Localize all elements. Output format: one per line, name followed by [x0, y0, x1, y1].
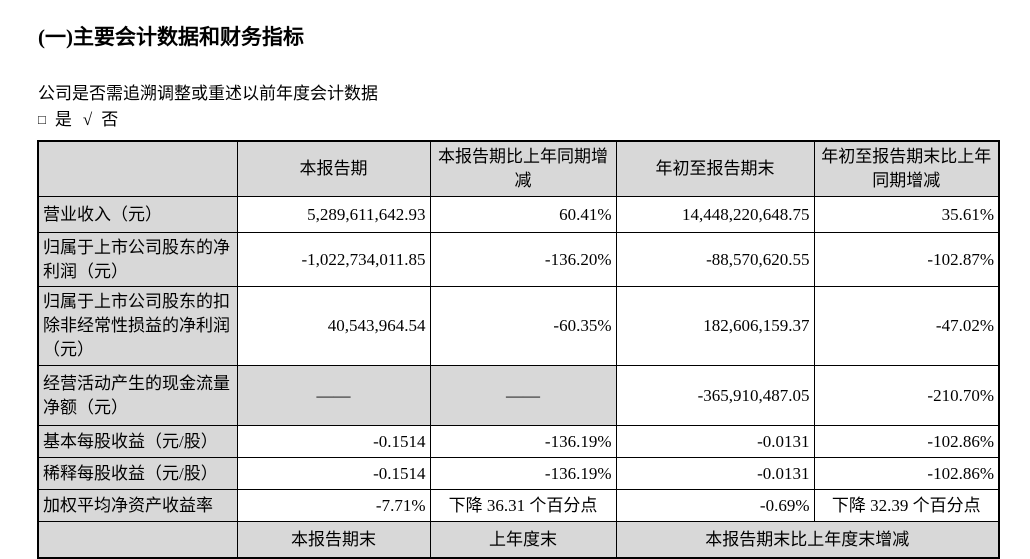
- cell-value: 14,448,220,648.75: [615, 196, 815, 233]
- row-net-profit-excl-nonrecurring: 归属于上市公司股东的扣除非经常性损益的净利润（元） 40,543,964.54 …: [37, 286, 1000, 366]
- footer-cell-blank: [37, 521, 238, 559]
- cell-value: -136.20%: [429, 232, 617, 287]
- check-icon: √: [82, 110, 93, 129]
- footer-cell-change-vs-prior-year-end: 本报告期末比上年度末增减: [615, 521, 1000, 559]
- row-operating-cash-flow: 经营活动产生的现金流量净额（元） —— —— -365,910,487.05 -…: [37, 365, 1000, 426]
- row-label: 加权平均净资产收益率: [37, 489, 238, 522]
- cell-value: 下降 32.39 个百分点: [813, 489, 1000, 522]
- cell-value: -136.19%: [429, 425, 617, 458]
- cell-value: -0.1514: [236, 457, 431, 490]
- cell-value: 35.61%: [813, 196, 1000, 233]
- cell-value: 40,543,964.54: [236, 286, 431, 366]
- cell-value: -1,022,734,011.85: [236, 232, 431, 287]
- no-label: 否: [101, 110, 119, 129]
- header-cell-blank: [37, 140, 238, 197]
- cell-value: -365,910,487.05: [615, 365, 815, 426]
- key-financials-table: 本报告期 本报告期比上年同期增减 年初至报告期末 年初至报告期末比上年同期增减 …: [37, 140, 1000, 559]
- header-cell-ytd-yoy: 年初至报告期末比上年同期增减: [813, 140, 1000, 197]
- row-label: 营业收入（元）: [37, 196, 238, 233]
- cell-value: -102.86%: [813, 425, 1000, 458]
- cell-value: -88,570,620.55: [615, 232, 815, 287]
- cell-value: 5,289,611,642.93: [236, 196, 431, 233]
- cell-value: -47.02%: [813, 286, 1000, 366]
- footer-row: 本报告期末 上年度末 本报告期末比上年度末增减: [37, 521, 1000, 559]
- section-title: (一)主要会计数据和财务指标: [38, 25, 304, 49]
- cell-value: -0.0131: [615, 425, 815, 458]
- row-label: 归属于上市公司股东的扣除非经常性损益的净利润（元）: [37, 286, 238, 366]
- row-net-profit: 归属于上市公司股东的净利润（元） -1,022,734,011.85 -136.…: [37, 232, 1000, 287]
- cell-dash: ——: [236, 365, 431, 426]
- cell-value: -60.35%: [429, 286, 617, 366]
- cell-dash: ——: [429, 365, 617, 426]
- row-weighted-avg-roe: 加权平均净资产收益率 -7.71% 下降 36.31 个百分点 -0.69% 下…: [37, 489, 1000, 522]
- cell-value: -102.86%: [813, 457, 1000, 490]
- cell-value: -210.70%: [813, 365, 1000, 426]
- row-revenue: 营业收入（元） 5,289,611,642.93 60.41% 14,448,2…: [37, 196, 1000, 233]
- cell-value: -7.71%: [236, 489, 431, 522]
- yes-label: 是: [54, 110, 72, 129]
- header-row: 本报告期 本报告期比上年同期增减 年初至报告期末 年初至报告期末比上年同期增减: [37, 140, 1000, 197]
- row-diluted-eps: 稀释每股收益（元/股） -0.1514 -136.19% -0.0131 -10…: [37, 457, 1000, 490]
- row-label: 经营活动产生的现金流量净额（元）: [37, 365, 238, 426]
- cell-value: 60.41%: [429, 196, 617, 233]
- cell-value: -0.69%: [615, 489, 815, 522]
- row-label: 稀释每股收益（元/股）: [37, 457, 238, 490]
- cell-value: 下降 36.31 个百分点: [429, 489, 617, 522]
- cell-value: -102.87%: [813, 232, 1000, 287]
- footer-cell-prior-year-end: 上年度末: [429, 521, 617, 559]
- cell-value: -136.19%: [429, 457, 617, 490]
- header-cell-current-period: 本报告期: [236, 140, 431, 197]
- cell-value: -0.0131: [615, 457, 815, 490]
- row-label: 基本每股收益（元/股）: [37, 425, 238, 458]
- cell-value: -0.1514: [236, 425, 431, 458]
- answer-row: □ 是 √ 否: [38, 108, 1030, 133]
- footer-cell-period-end: 本报告期末: [236, 521, 431, 559]
- header-cell-ytd: 年初至报告期末: [615, 140, 815, 197]
- row-label: 归属于上市公司股东的净利润（元）: [37, 232, 238, 287]
- header-cell-current-period-yoy: 本报告期比上年同期增减: [429, 140, 617, 197]
- cell-value: 182,606,159.37: [615, 286, 815, 366]
- row-basic-eps: 基本每股收益（元/股） -0.1514 -136.19% -0.0131 -10…: [37, 425, 1000, 458]
- restatement-question: 公司是否需追溯调整或重述以前年度会计数据: [38, 84, 378, 103]
- checkbox-unchecked-icon: □: [38, 112, 46, 127]
